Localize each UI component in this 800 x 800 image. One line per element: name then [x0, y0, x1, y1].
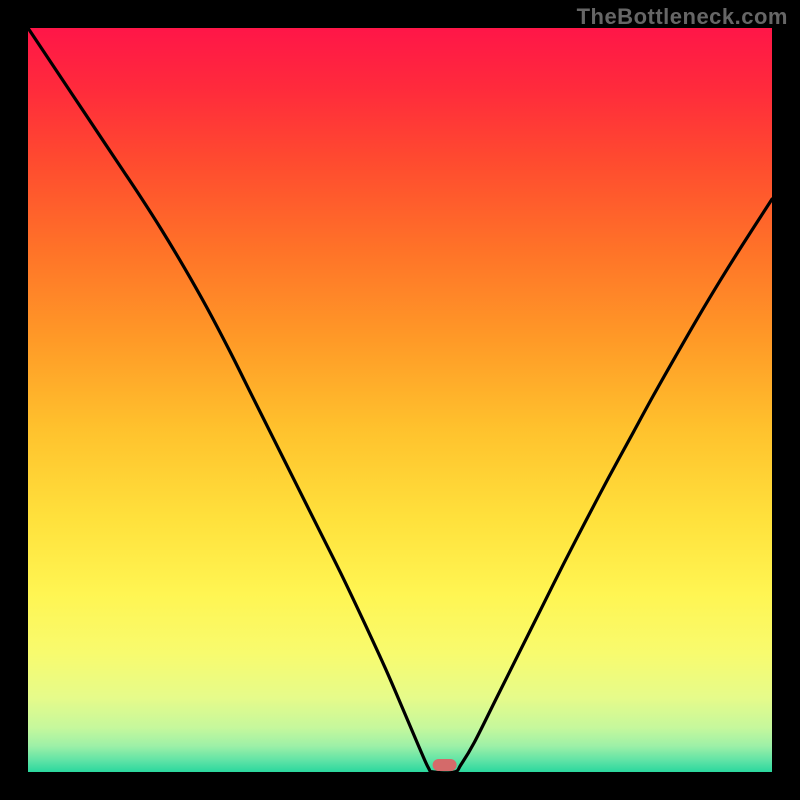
bottleneck-chart — [0, 0, 800, 800]
optimum-marker — [433, 759, 457, 771]
watermark-label: TheBottleneck.com — [577, 4, 788, 30]
plot-background — [28, 28, 772, 772]
chart-container: { "watermark": { "text": "TheBottleneck.… — [0, 0, 800, 800]
